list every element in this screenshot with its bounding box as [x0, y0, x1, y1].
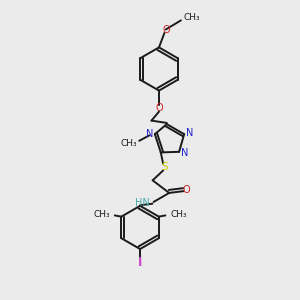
Text: CH₃: CH₃: [184, 14, 200, 22]
Text: I: I: [138, 256, 142, 269]
Text: CH₃: CH₃: [93, 210, 110, 219]
Text: HN: HN: [135, 198, 149, 208]
Text: CH₃: CH₃: [120, 139, 137, 148]
Text: N: N: [146, 129, 153, 139]
Text: O: O: [162, 25, 170, 35]
Text: O: O: [183, 185, 190, 195]
Text: S: S: [161, 162, 168, 172]
Text: N: N: [186, 128, 193, 138]
Text: N: N: [181, 148, 188, 158]
Text: CH₃: CH₃: [170, 210, 187, 219]
Text: O: O: [155, 103, 163, 113]
